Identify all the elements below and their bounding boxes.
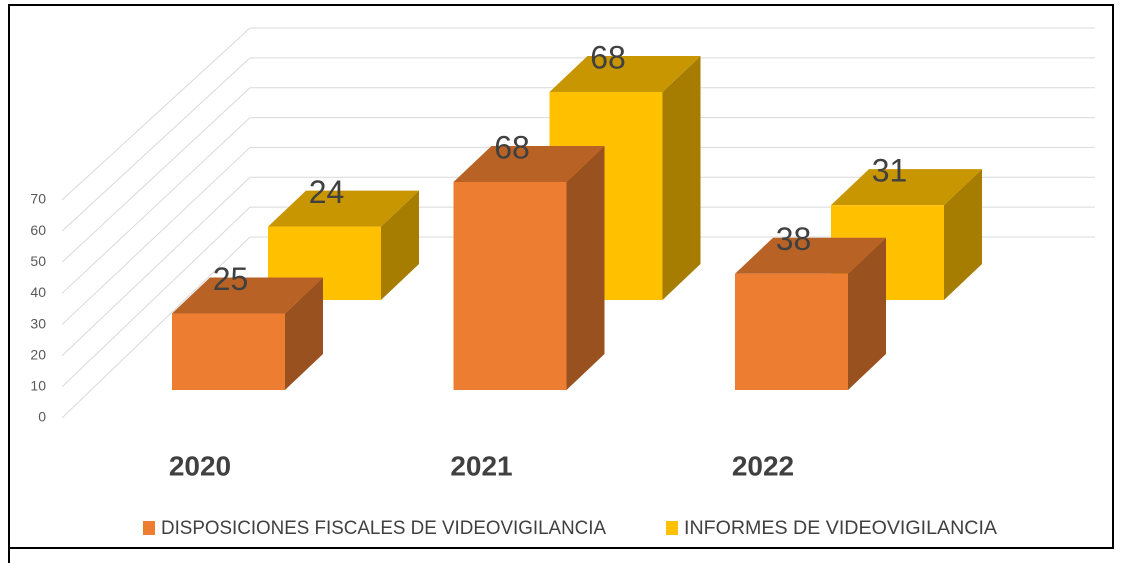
y-tick-label: 0 [38, 409, 46, 425]
legend-swatch [143, 521, 155, 535]
y-tick-label: 40 [30, 284, 46, 300]
y-tick-label: 20 [30, 346, 46, 362]
grid-line [61, 147, 251, 325]
bar-top [172, 277, 323, 314]
bar [735, 273, 848, 390]
data-label: 68 [590, 39, 626, 75]
bar-side [662, 56, 701, 300]
x-tick-label: 2021 [450, 450, 512, 481]
bar-top [549, 56, 701, 92]
bar-top [268, 190, 419, 227]
data-label: 31 [872, 153, 908, 189]
x-tick-label: 2020 [169, 450, 231, 481]
grid-line [61, 117, 251, 294]
bar-top [735, 237, 886, 274]
data-label: 25 [213, 261, 249, 297]
y-tick-label: 30 [30, 315, 46, 331]
y-tick-label: 50 [30, 253, 46, 269]
bar-side [566, 146, 605, 390]
grid-line [61, 57, 251, 232]
bar [453, 182, 567, 390]
data-label: 68 [494, 129, 530, 165]
grid-line [61, 206, 251, 388]
bar-top [831, 169, 982, 206]
grid-line [61, 176, 251, 357]
bar [172, 313, 285, 390]
grid-line [61, 236, 251, 419]
bar-side [285, 277, 323, 390]
bar-side [848, 237, 886, 390]
legend-label: INFORMES DE VIDEOVIGILANCIA [684, 518, 997, 539]
grid-line [61, 87, 251, 263]
y-tick-label: 60 [30, 222, 46, 238]
grid-line [61, 27, 251, 201]
y-tick-label: 70 [30, 191, 46, 207]
bar-side [381, 190, 419, 300]
bar-side [944, 169, 982, 300]
data-label: 24 [309, 174, 345, 210]
x-tick-label: 2022 [732, 450, 794, 481]
data-label: 38 [776, 221, 812, 257]
legend-label: DISPOSICIONES FISCALES DE VIDEOVIGILANCI… [161, 518, 606, 539]
legend-swatch [666, 521, 678, 535]
bar-top [453, 146, 605, 182]
y-tick-label: 10 [30, 378, 46, 394]
